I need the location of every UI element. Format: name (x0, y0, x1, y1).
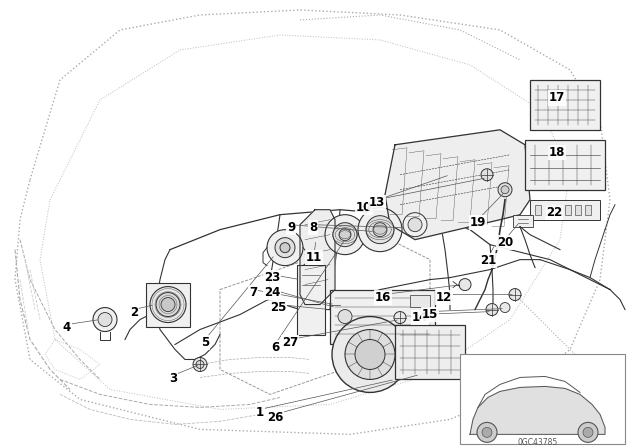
Circle shape (339, 228, 351, 241)
Bar (575, 205, 581, 215)
Circle shape (325, 215, 365, 254)
Text: 16: 16 (375, 291, 391, 304)
Circle shape (498, 183, 512, 197)
Bar (460, 354, 625, 444)
Text: 12: 12 (436, 291, 452, 304)
Text: 19: 19 (470, 216, 486, 229)
Text: 5: 5 (201, 336, 209, 349)
Text: 14: 14 (412, 311, 428, 324)
Bar (555, 205, 561, 215)
Polygon shape (470, 387, 605, 435)
Circle shape (373, 223, 387, 237)
Text: 4: 4 (63, 321, 71, 334)
Circle shape (330, 300, 340, 310)
Bar (395, 324, 465, 379)
Circle shape (150, 287, 186, 323)
Circle shape (486, 304, 498, 315)
Circle shape (280, 243, 290, 253)
Circle shape (459, 279, 471, 291)
Circle shape (345, 305, 355, 314)
Bar (525, 140, 605, 190)
Bar (535, 205, 541, 215)
Text: 27: 27 (282, 336, 298, 349)
Circle shape (156, 293, 180, 317)
Bar (410, 295, 430, 306)
Text: 22: 22 (546, 206, 562, 219)
Circle shape (93, 308, 117, 332)
Circle shape (196, 361, 204, 368)
Circle shape (477, 422, 497, 442)
Bar (565, 205, 571, 215)
Text: 2: 2 (130, 306, 138, 319)
Circle shape (501, 186, 509, 194)
Circle shape (193, 358, 207, 371)
Text: 15: 15 (422, 308, 438, 321)
Text: 25: 25 (270, 301, 286, 314)
Circle shape (578, 422, 598, 442)
Text: 26: 26 (267, 411, 283, 424)
Circle shape (267, 230, 303, 266)
Text: 10: 10 (356, 201, 372, 214)
Circle shape (366, 215, 394, 244)
Circle shape (394, 311, 406, 323)
Text: 24: 24 (264, 286, 280, 299)
Circle shape (500, 302, 510, 313)
Text: 6: 6 (271, 341, 279, 354)
Text: 7: 7 (249, 286, 257, 299)
Circle shape (345, 330, 395, 379)
Text: 3: 3 (169, 372, 177, 385)
Polygon shape (385, 130, 530, 240)
Circle shape (403, 213, 427, 237)
Circle shape (408, 218, 422, 232)
Bar (545, 205, 551, 215)
Text: 11: 11 (306, 251, 322, 264)
Bar (585, 205, 591, 215)
Text: 17: 17 (549, 91, 565, 104)
Text: 9: 9 (287, 221, 295, 234)
Circle shape (583, 427, 593, 437)
Circle shape (355, 340, 385, 370)
Circle shape (98, 313, 112, 327)
Bar (146, 283, 190, 327)
Bar (330, 289, 435, 345)
Circle shape (332, 317, 408, 392)
Text: 13: 13 (369, 196, 385, 209)
Text: 21: 21 (480, 254, 496, 267)
Bar (297, 265, 325, 335)
Polygon shape (300, 210, 335, 305)
Circle shape (481, 169, 493, 181)
Circle shape (482, 427, 492, 437)
Circle shape (338, 310, 352, 323)
Bar (513, 215, 533, 227)
Circle shape (509, 289, 521, 301)
Circle shape (333, 223, 357, 247)
Text: 1: 1 (256, 406, 264, 419)
Text: 20: 20 (497, 236, 513, 249)
Circle shape (358, 208, 402, 252)
Text: 18: 18 (549, 146, 565, 159)
Text: 8: 8 (309, 221, 317, 234)
Text: 23: 23 (264, 271, 280, 284)
Circle shape (161, 297, 175, 311)
Circle shape (275, 237, 295, 258)
Bar (530, 80, 600, 130)
Bar (530, 200, 600, 220)
Text: 0GC43785: 0GC43785 (518, 438, 558, 447)
